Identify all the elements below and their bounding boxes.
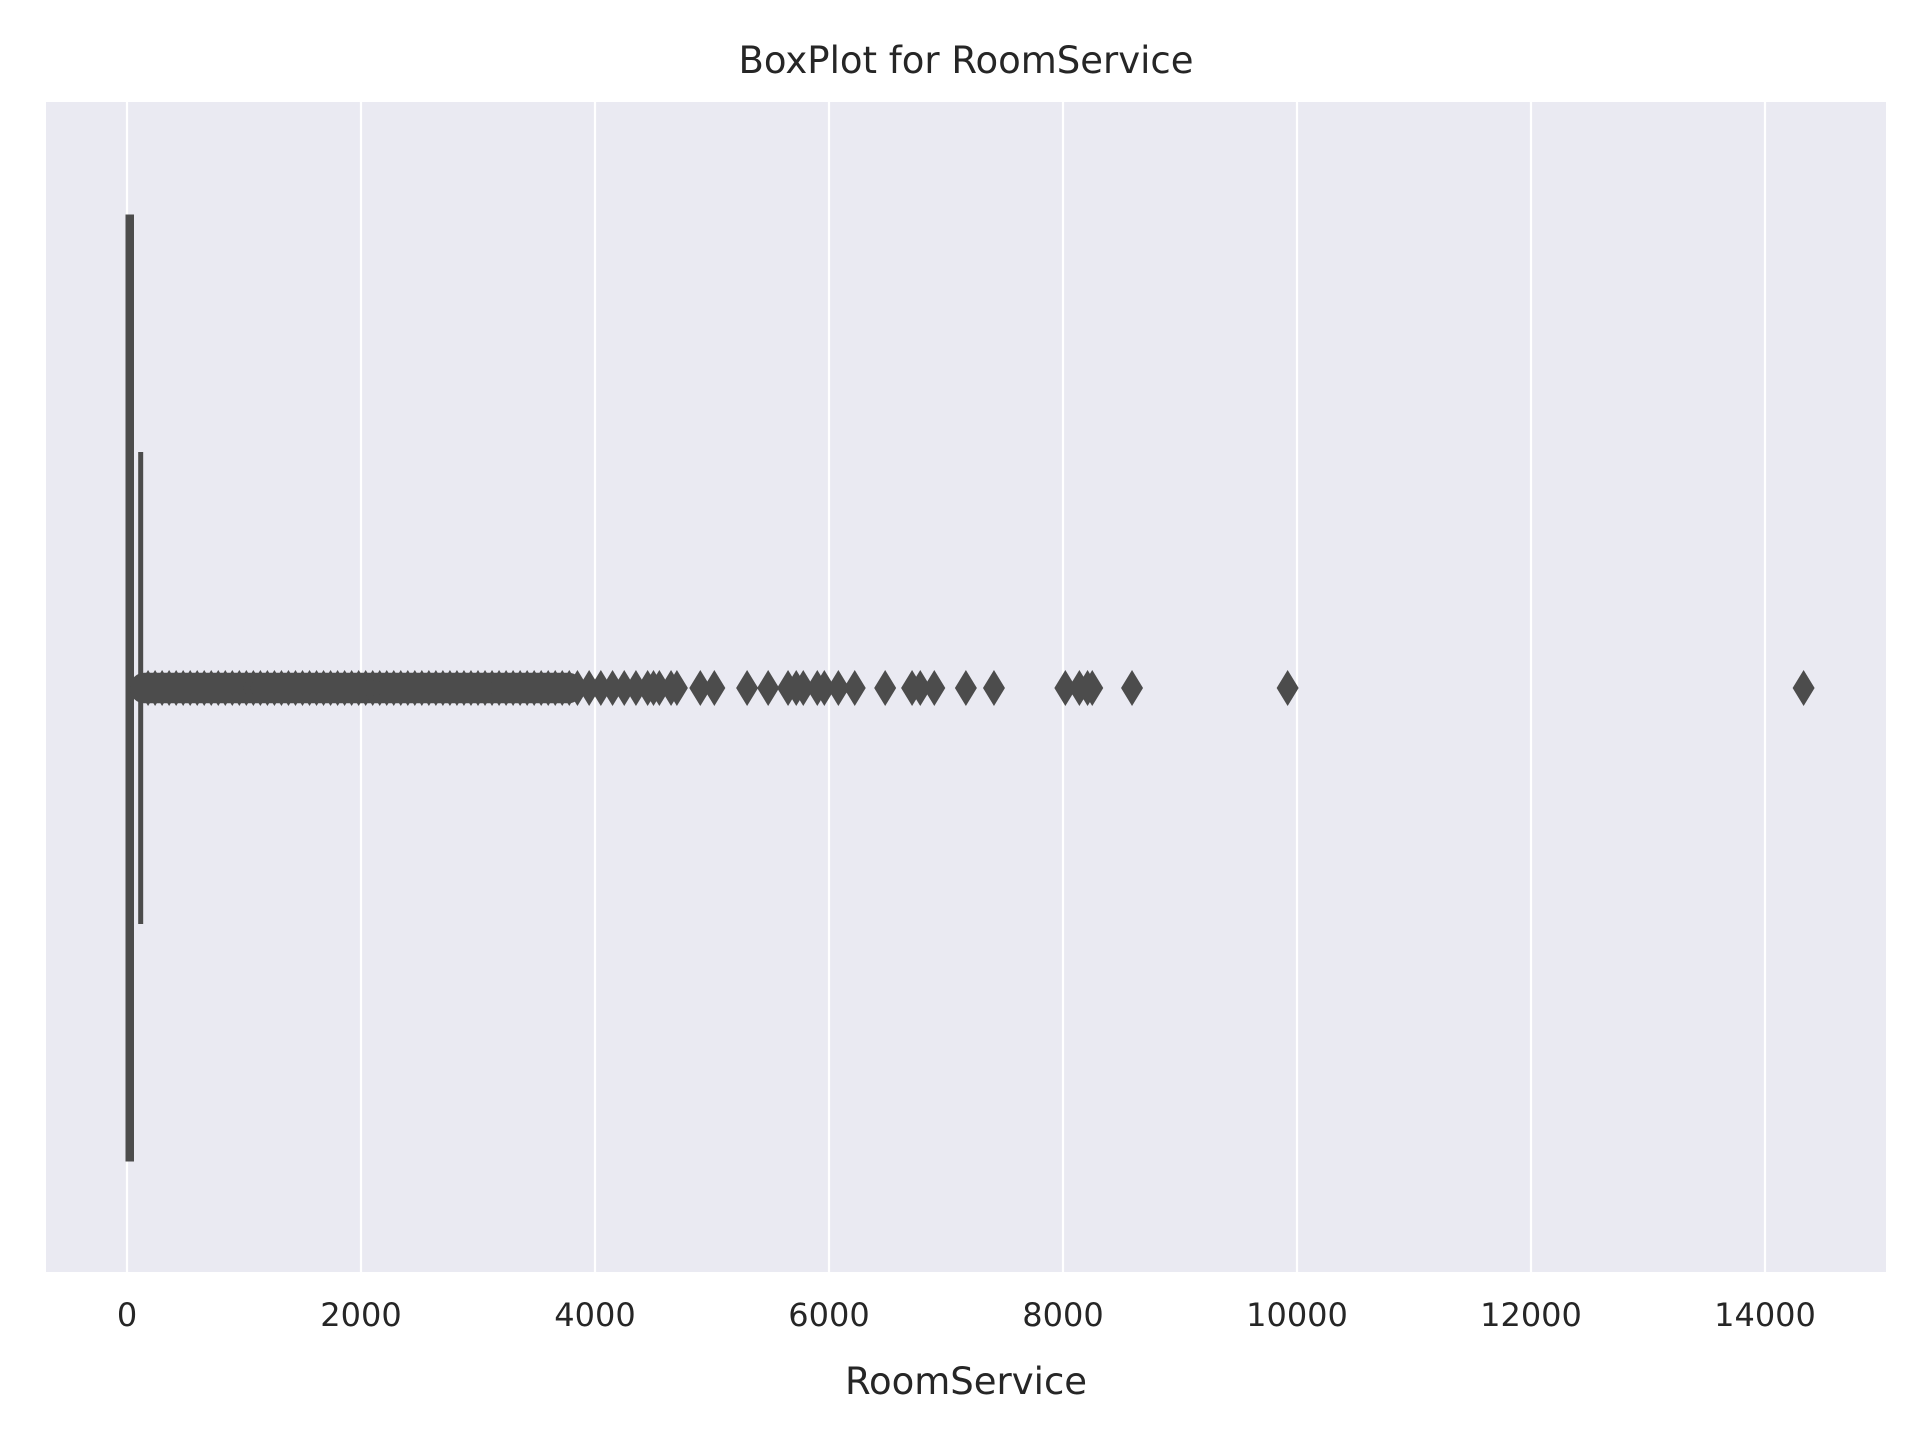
outlier-marker-20: [827, 670, 850, 706]
outlier-marker-3: [601, 670, 624, 706]
outlier-marker-33: [1276, 670, 1299, 706]
x-tick-label-0: 0: [117, 1296, 137, 1334]
x-tick-label-8000: 8000: [1022, 1296, 1103, 1334]
x-tick-label-14000: 14000: [1714, 1296, 1816, 1334]
outlier-marker-5: [624, 670, 647, 706]
outlier-marker-12: [703, 670, 726, 706]
outlier-marker-31: [1081, 670, 1104, 706]
outlier-marker-21: [843, 670, 866, 706]
outlier-marker-10: [665, 670, 688, 706]
outlier-marker-24: [909, 670, 932, 706]
outlier-marker-2: [589, 670, 612, 706]
outlier-marker-0: [566, 670, 589, 706]
x-tick-label-4000: 4000: [554, 1296, 635, 1334]
x-axis-ticks: 0 2000 4000 6000 8000 10000 12000 14000: [117, 1296, 1816, 1334]
x-axis-label: RoomService: [845, 1360, 1087, 1403]
outlier-marker-25: [923, 670, 946, 706]
outlier-marker-4: [613, 670, 636, 706]
x-tick-label-10000: 10000: [1246, 1296, 1348, 1334]
outlier-marker-28: [1054, 670, 1077, 706]
outlier-marker-32: [1121, 670, 1144, 706]
outlier-markers: [130, 670, 1815, 706]
outlier-marker-1: [578, 670, 601, 706]
outlier-marker-27: [982, 670, 1005, 706]
outlier-marker-22: [874, 670, 897, 706]
outlier-marker-34: [1792, 670, 1815, 706]
outlier-marker-11: [689, 670, 712, 706]
x-tick-label-6000: 6000: [788, 1296, 869, 1334]
outlier-marker-13: [736, 670, 759, 706]
outlier-marker-14: [757, 670, 780, 706]
x-tick-label-2000: 2000: [320, 1296, 401, 1334]
outlier-marker-17: [792, 670, 815, 706]
outlier-marker-19: [813, 670, 836, 706]
chart-title: BoxPlot for RoomService: [738, 39, 1193, 82]
x-tick-label-12000: 12000: [1480, 1296, 1582, 1334]
outlier-marker-8: [648, 670, 671, 706]
outlier-marker-26: [954, 670, 977, 706]
